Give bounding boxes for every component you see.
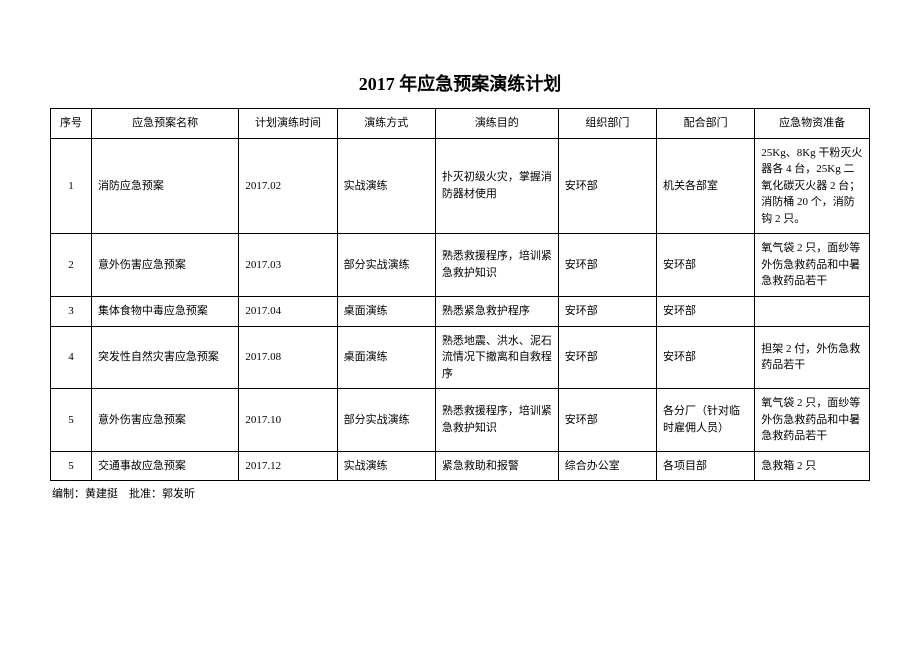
- cell-coop: 安环部: [657, 234, 755, 297]
- cell-seq: 5: [51, 451, 92, 481]
- table-row: 5 交通事故应急预案 2017.12 实战演练 紧急救助和报警 综合办公室 各项…: [51, 451, 870, 481]
- table-row: 3 集体食物中毒应急预案 2017.04 桌面演练 熟悉紧急救护程序 安环部 安…: [51, 296, 870, 326]
- cell-purpose: 熟悉救援程序，培训紧急救护知识: [435, 389, 558, 452]
- cell-time: 2017.04: [239, 296, 337, 326]
- cell-method: 桌面演练: [337, 296, 435, 326]
- cell-seq: 5: [51, 389, 92, 452]
- cell-org: 安环部: [558, 326, 656, 389]
- cell-purpose: 熟悉地震、洪水、泥石流情况下撤离和自救程序: [435, 326, 558, 389]
- cell-method: 桌面演练: [337, 326, 435, 389]
- cell-supply: 急救箱 2 只: [755, 451, 870, 481]
- header-name: 应急预案名称: [91, 109, 238, 139]
- cell-coop: 各项目部: [657, 451, 755, 481]
- cell-supply: [755, 296, 870, 326]
- cell-method: 部分实战演练: [337, 234, 435, 297]
- header-supply: 应急物资准备: [755, 109, 870, 139]
- table-header-row: 序号 应急预案名称 计划演练时间 演练方式 演练目的 组织部门 配合部门 应急物…: [51, 109, 870, 139]
- cell-name: 意外伤害应急预案: [91, 234, 238, 297]
- table-row: 1 消防应急预案 2017.02 实战演练 扑灭初级火灾，掌握消防器材使用 安环…: [51, 138, 870, 234]
- cell-time: 2017.12: [239, 451, 337, 481]
- footer-text: 编制：黄建挺 批准：郭发昕: [50, 485, 870, 501]
- cell-purpose: 熟悉救援程序，培训紧急救护知识: [435, 234, 558, 297]
- cell-org: 安环部: [558, 296, 656, 326]
- cell-seq: 4: [51, 326, 92, 389]
- cell-org: 安环部: [558, 138, 656, 234]
- cell-method: 实战演练: [337, 138, 435, 234]
- cell-time: 2017.03: [239, 234, 337, 297]
- cell-supply: 担架 2 付，外伤急救药品若干: [755, 326, 870, 389]
- cell-name: 集体食物中毒应急预案: [91, 296, 238, 326]
- cell-seq: 3: [51, 296, 92, 326]
- cell-purpose: 熟悉紧急救护程序: [435, 296, 558, 326]
- cell-supply: 25Kg、8Kg 干粉灭火器各 4 台，25Kg 二氧化碳灭火器 2 台；消防桶…: [755, 138, 870, 234]
- cell-seq: 1: [51, 138, 92, 234]
- cell-org: 安环部: [558, 234, 656, 297]
- header-org: 组织部门: [558, 109, 656, 139]
- cell-purpose: 扑灭初级火灾，掌握消防器材使用: [435, 138, 558, 234]
- header-time: 计划演练时间: [239, 109, 337, 139]
- cell-org: 安环部: [558, 389, 656, 452]
- cell-coop: 各分厂（针对临时雇佣人员）: [657, 389, 755, 452]
- cell-name: 意外伤害应急预案: [91, 389, 238, 452]
- header-seq: 序号: [51, 109, 92, 139]
- table-row: 4 突发性自然灾害应急预案 2017.08 桌面演练 熟悉地震、洪水、泥石流情况…: [51, 326, 870, 389]
- table-row: 5 意外伤害应急预案 2017.10 部分实战演练 熟悉救援程序，培训紧急救护知…: [51, 389, 870, 452]
- cell-time: 2017.02: [239, 138, 337, 234]
- cell-seq: 2: [51, 234, 92, 297]
- cell-supply: 氧气袋 2 只，面纱等外伤急救药品和中暑急救药品若干: [755, 234, 870, 297]
- cell-name: 消防应急预案: [91, 138, 238, 234]
- cell-time: 2017.08: [239, 326, 337, 389]
- cell-method: 实战演练: [337, 451, 435, 481]
- cell-name: 交通事故应急预案: [91, 451, 238, 481]
- header-method: 演练方式: [337, 109, 435, 139]
- cell-purpose: 紧急救助和报警: [435, 451, 558, 481]
- cell-coop: 机关各部室: [657, 138, 755, 234]
- cell-supply: 氧气袋 2 只，面纱等外伤急救药品和中暑急救药品若干: [755, 389, 870, 452]
- header-purpose: 演练目的: [435, 109, 558, 139]
- header-coop: 配合部门: [657, 109, 755, 139]
- cell-time: 2017.10: [239, 389, 337, 452]
- cell-org: 综合办公室: [558, 451, 656, 481]
- plan-table: 序号 应急预案名称 计划演练时间 演练方式 演练目的 组织部门 配合部门 应急物…: [50, 108, 870, 481]
- cell-name: 突发性自然灾害应急预案: [91, 326, 238, 389]
- table-row: 2 意外伤害应急预案 2017.03 部分实战演练 熟悉救援程序，培训紧急救护知…: [51, 234, 870, 297]
- cell-coop: 安环部: [657, 296, 755, 326]
- page-title: 2017 年应急预案演练计划: [50, 70, 870, 96]
- cell-coop: 安环部: [657, 326, 755, 389]
- cell-method: 部分实战演练: [337, 389, 435, 452]
